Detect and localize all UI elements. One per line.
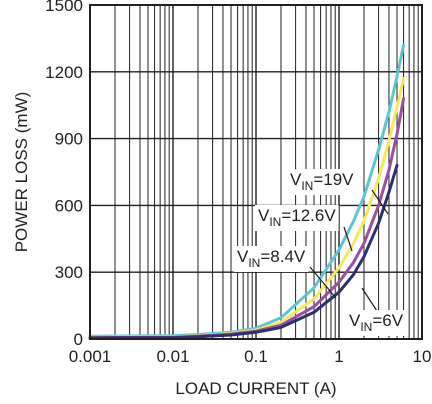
x-tick-label: 0.1 <box>244 347 268 366</box>
x-tick-label: 0.001 <box>69 347 112 366</box>
y-tick-label: 0 <box>74 330 83 349</box>
y-tick-label: 600 <box>55 196 83 215</box>
series-label-background <box>346 310 407 336</box>
series-label-1: VIN=12.6V <box>258 206 336 229</box>
series-label-background <box>255 205 339 231</box>
y-tick-label: 300 <box>55 263 83 282</box>
series-line-1 <box>88 77 406 339</box>
series-lines <box>88 43 406 340</box>
x-tick-label: 10 <box>413 347 432 366</box>
series-label-0: VIN=19V <box>290 170 354 193</box>
y-axis-title: POWER LOSS (mW) <box>12 92 31 253</box>
y-tick-label: 1200 <box>45 63 83 82</box>
series-label-2: VIN=8.4V <box>237 247 306 270</box>
series-label-leader <box>343 226 353 252</box>
series-label-leader <box>361 287 378 312</box>
series-label-background <box>234 246 309 272</box>
x-tick-label: 0.01 <box>156 347 189 366</box>
plot-frame <box>89 4 423 340</box>
y-tick-label: 900 <box>55 130 83 149</box>
series-line-0 <box>88 43 406 338</box>
series-label-3: VIN=6V <box>349 311 404 334</box>
tick-labels: 0.001 0.01 0.1 1 10 0 300 600 900 1200 1500 <box>45 0 431 366</box>
x-tick-label: 1 <box>334 347 343 366</box>
series-line-2 <box>88 97 406 340</box>
series-labels: VIN=19V VIN=12.6V VIN=8.4V VIN=6V <box>234 169 407 336</box>
x-axis-title: LOAD CURRENT (A) <box>175 379 336 398</box>
series-line-3 <box>88 163 399 340</box>
series-label-leader <box>309 266 337 299</box>
series-label-background <box>287 169 357 195</box>
y-tick-label: 1500 <box>45 0 83 15</box>
series-label-leader <box>371 189 389 215</box>
